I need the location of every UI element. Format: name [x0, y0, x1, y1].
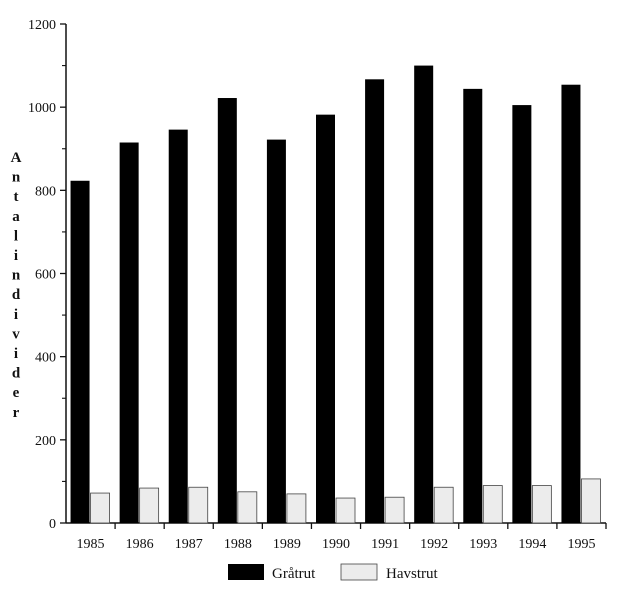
bar-havstrut-1994: [531, 485, 552, 524]
legend-swatch-havstrut: [340, 563, 378, 581]
y-tick-label: 1200: [28, 18, 56, 33]
y-tick-label: 800: [35, 184, 56, 199]
y-axis-label-char: n: [12, 268, 21, 284]
x-tick-label: 1991: [371, 537, 399, 552]
bar-havstrut-1985: [90, 492, 110, 524]
y-axis-label-char: n: [12, 170, 21, 186]
y-tick-label: 0: [49, 517, 56, 532]
bar-havstrut-1987: [188, 486, 209, 524]
legend-swatch-gratrut: [228, 564, 264, 580]
y-axis-label-char: l: [14, 228, 18, 244]
y-tick-label: 600: [35, 268, 56, 283]
y-tick-label: 1000: [28, 101, 56, 116]
bar-havstrut-1990: [335, 497, 356, 524]
x-tick-label: 1989: [273, 537, 301, 552]
x-tick-label: 1987: [175, 537, 203, 552]
y-axis-label-char: i: [14, 346, 18, 362]
bar-gratrut-1989: [266, 139, 286, 523]
y-axis-ticks: 0 200 400 600 800 1000 1200: [28, 18, 66, 532]
x-tick-label: 1985: [77, 537, 105, 552]
bar-gratrut-1992: [414, 65, 434, 523]
y-axis-label-char: d: [12, 287, 21, 303]
x-tick-label: 1993: [469, 537, 497, 552]
bar-gratrut-1990: [316, 114, 335, 523]
y-axis-label-char: d: [12, 366, 21, 382]
y-tick-label: 400: [35, 351, 56, 366]
legend-label-havstrut: Havstrut: [386, 566, 438, 582]
x-axis-ticks: 1985 1986 1987 1988 1989 1990 1991 1992 1993 1994…: [77, 523, 607, 552]
y-axis-label-char: i: [14, 307, 18, 323]
bar-gratrut-1993: [463, 88, 483, 524]
bar-gratrut-1991: [365, 79, 385, 523]
bar-gratrut-1985: [70, 180, 90, 523]
x-tick-label: 1986: [126, 537, 154, 552]
bar-havstrut-1991: [384, 496, 405, 524]
legend: Gråtrut Havstrut: [228, 563, 438, 582]
bar-havstrut-1995: [581, 478, 601, 524]
bar-gratrut-1986: [119, 142, 139, 523]
bar-gratrut-1994: [512, 105, 532, 524]
bar-gratrut-1988: [217, 98, 237, 523]
x-tick-label: 1994: [518, 537, 546, 552]
bar-havstrut-1988: [237, 491, 258, 524]
y-tick-label: 200: [35, 434, 56, 449]
bar-havstrut-1993: [482, 485, 503, 524]
x-tick-label: 1995: [567, 537, 595, 552]
y-axis-label-char: A: [11, 150, 22, 166]
y-axis-label-char: v: [12, 326, 20, 342]
bar-havstrut-1989: [286, 493, 307, 524]
bar-havstrut-1986: [139, 487, 160, 524]
y-axis-label-char: r: [13, 405, 20, 421]
bar-havstrut-1992: [433, 486, 454, 524]
x-tick-label: 1988: [224, 537, 252, 552]
y-axis-label-char: i: [14, 248, 18, 264]
bars: [70, 65, 601, 524]
y-axis-label-char: a: [12, 209, 20, 225]
legend-label-gratrut: Gråtrut: [272, 566, 316, 582]
x-tick-label: 1992: [420, 537, 448, 552]
y-axis-label-char: t: [14, 189, 19, 205]
bar-gratrut-1987: [168, 129, 188, 523]
y-axis-label-char: e: [13, 385, 20, 401]
x-tick-label: 1990: [322, 537, 350, 552]
bar-gratrut-1995: [561, 84, 581, 523]
